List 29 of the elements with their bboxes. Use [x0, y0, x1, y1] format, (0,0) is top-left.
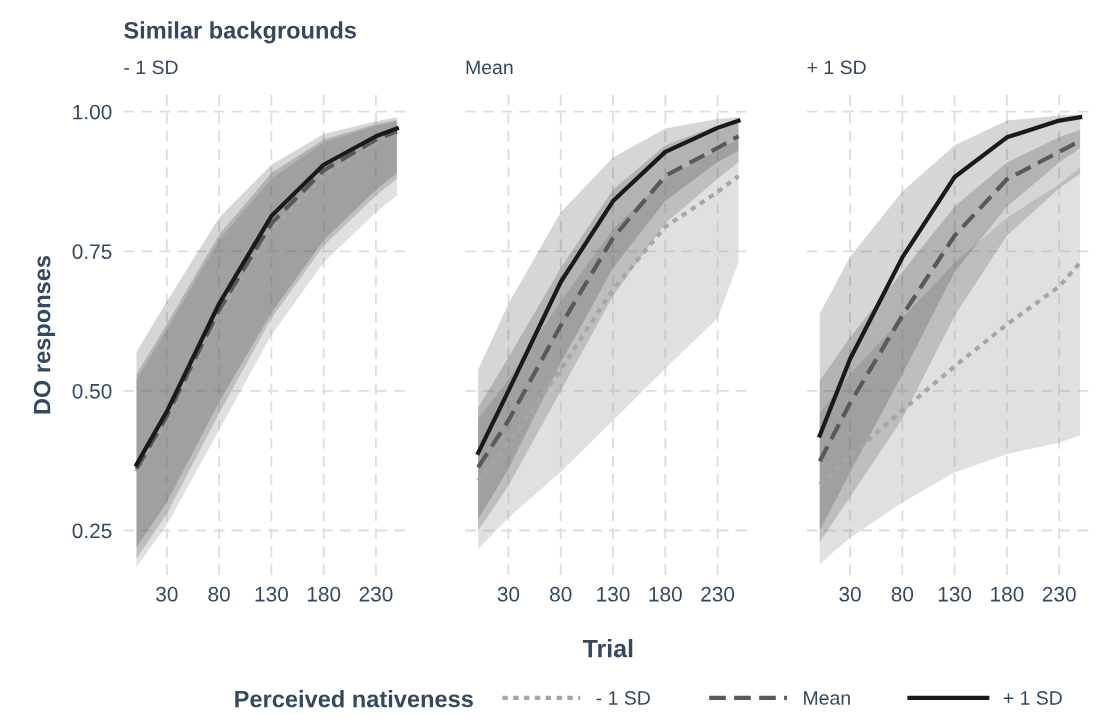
x-tick-label: 180: [649, 586, 682, 602]
x-tick-label: 80: [208, 586, 230, 602]
chart-subtitle: - 1 SD: [124, 60, 178, 75]
x-tick-label: 30: [156, 586, 178, 602]
chart-subtitle: + 1 SD: [807, 60, 866, 75]
x-tick-label: 230: [701, 586, 735, 602]
chart-subtitle: Mean: [466, 60, 513, 75]
x-tick-label: 80: [550, 586, 572, 602]
legend-title: Perceived nativeness: [235, 690, 473, 708]
x-tick-label: 80: [891, 586, 914, 602]
y-tick-label: 0.25: [72, 523, 112, 539]
x-tick-label: 180: [307, 586, 341, 602]
legend-label: Mean: [804, 691, 850, 705]
x-tick-label: 30: [839, 586, 861, 602]
x-tick-label: 230: [359, 586, 393, 602]
y-axis-title: DO responses: [33, 255, 56, 414]
x-tick-label: 180: [991, 586, 1024, 602]
y-tick-label: 0.75: [72, 244, 112, 260]
x-tick-label: 130: [255, 586, 288, 602]
x-tick-label: 130: [597, 586, 630, 602]
x-axis-title: Trial: [582, 639, 633, 658]
chart-title: Similar backgrounds: [124, 21, 357, 44]
legend-label: + 1 SD: [1003, 691, 1062, 705]
y-tick-label: 0.50: [72, 383, 112, 399]
legend-label: - 1 SD: [596, 691, 650, 705]
x-tick-label: 130: [938, 586, 972, 602]
y-tick-label: 1.00: [73, 104, 112, 120]
x-tick-label: 30: [497, 586, 520, 602]
x-tick-label: 230: [1042, 586, 1076, 602]
